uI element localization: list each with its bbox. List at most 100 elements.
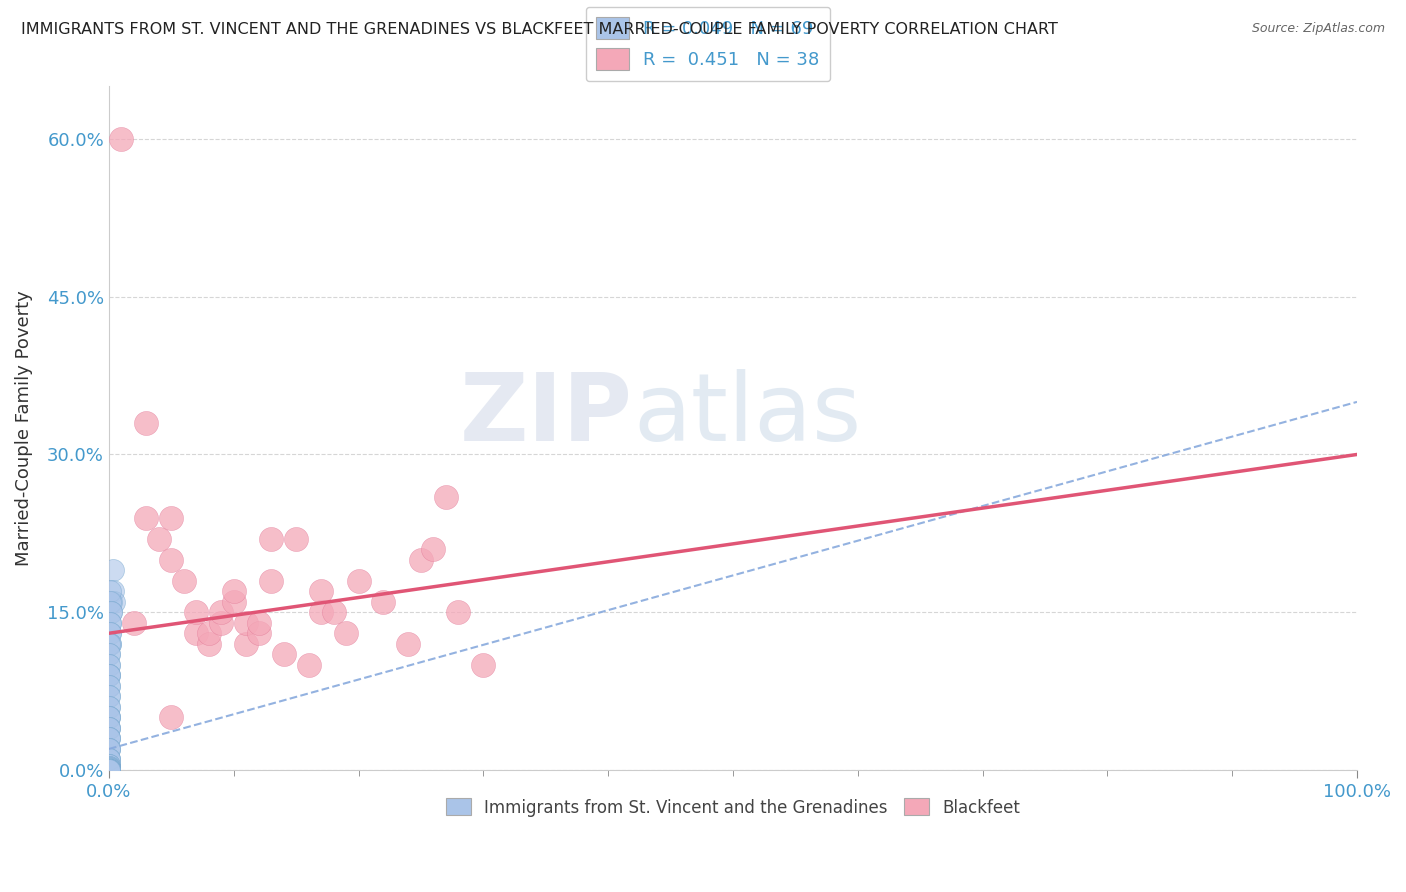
- Point: [186, 626, 208, 640]
- Point: [247, 615, 270, 630]
- Point: [98, 742, 121, 756]
- Point: [173, 574, 195, 588]
- Point: [98, 752, 121, 766]
- Point: [98, 690, 121, 704]
- Text: atlas: atlas: [633, 368, 862, 460]
- Point: [434, 490, 457, 504]
- Point: [160, 510, 183, 524]
- Point: [110, 132, 132, 146]
- Point: [322, 605, 344, 619]
- Point: [98, 657, 121, 672]
- Point: [98, 762, 121, 776]
- Point: [209, 605, 232, 619]
- Point: [98, 757, 121, 772]
- Point: [98, 763, 121, 777]
- Point: [98, 648, 121, 662]
- Point: [160, 552, 183, 566]
- Point: [98, 763, 121, 777]
- Point: [409, 552, 432, 566]
- Point: [98, 584, 121, 599]
- Point: [98, 760, 121, 774]
- Point: [422, 542, 444, 557]
- Point: [309, 605, 332, 619]
- Point: [98, 690, 121, 704]
- Point: [373, 595, 395, 609]
- Point: [98, 757, 121, 772]
- Point: [98, 721, 121, 735]
- Point: [98, 752, 121, 766]
- Point: [98, 657, 121, 672]
- Point: [101, 584, 124, 599]
- Point: [197, 637, 219, 651]
- Point: [235, 615, 257, 630]
- Point: [98, 763, 121, 777]
- Point: [98, 742, 121, 756]
- Point: [447, 605, 470, 619]
- Point: [98, 668, 121, 682]
- Point: [100, 605, 122, 619]
- Point: [100, 595, 122, 609]
- Point: [309, 584, 332, 599]
- Point: [98, 626, 121, 640]
- Point: [396, 637, 419, 651]
- Point: [101, 563, 124, 577]
- Point: [186, 605, 208, 619]
- Point: [135, 510, 157, 524]
- Point: [98, 763, 121, 777]
- Point: [235, 637, 257, 651]
- Point: [98, 637, 121, 651]
- Point: [98, 763, 121, 777]
- Point: [98, 763, 121, 777]
- Point: [98, 699, 121, 714]
- Text: Source: ZipAtlas.com: Source: ZipAtlas.com: [1251, 22, 1385, 36]
- Point: [260, 532, 283, 546]
- Point: [100, 605, 122, 619]
- Point: [98, 710, 121, 724]
- Point: [98, 762, 121, 776]
- Point: [98, 615, 121, 630]
- Point: [98, 721, 121, 735]
- Point: [98, 763, 121, 777]
- Point: [98, 762, 121, 776]
- Point: [98, 731, 121, 746]
- Point: [273, 648, 295, 662]
- Point: [98, 761, 121, 775]
- Point: [98, 721, 121, 735]
- Legend: Immigrants from St. Vincent and the Grenadines, Blackfeet: Immigrants from St. Vincent and the Gren…: [439, 792, 1026, 823]
- Point: [135, 416, 157, 430]
- Point: [160, 710, 183, 724]
- Point: [98, 763, 121, 777]
- Point: [98, 595, 121, 609]
- Point: [98, 752, 121, 766]
- Point: [335, 626, 357, 640]
- Point: [98, 731, 121, 746]
- Point: [98, 637, 121, 651]
- Point: [98, 763, 121, 777]
- Point: [98, 668, 121, 682]
- Point: [98, 731, 121, 746]
- Point: [98, 757, 121, 772]
- Point: [98, 760, 121, 774]
- Point: [148, 532, 170, 546]
- Point: [98, 742, 121, 756]
- Point: [98, 679, 121, 693]
- Text: ZIP: ZIP: [460, 368, 633, 460]
- Point: [347, 574, 370, 588]
- Point: [103, 595, 125, 609]
- Point: [209, 615, 232, 630]
- Point: [285, 532, 308, 546]
- Point: [98, 761, 121, 775]
- Point: [222, 595, 245, 609]
- Point: [98, 763, 121, 777]
- Point: [98, 679, 121, 693]
- Point: [98, 615, 121, 630]
- Point: [98, 761, 121, 775]
- Point: [98, 760, 121, 774]
- Point: [98, 648, 121, 662]
- Point: [98, 626, 121, 640]
- Point: [98, 710, 121, 724]
- Point: [247, 626, 270, 640]
- Point: [98, 763, 121, 777]
- Point: [98, 699, 121, 714]
- Point: [297, 657, 319, 672]
